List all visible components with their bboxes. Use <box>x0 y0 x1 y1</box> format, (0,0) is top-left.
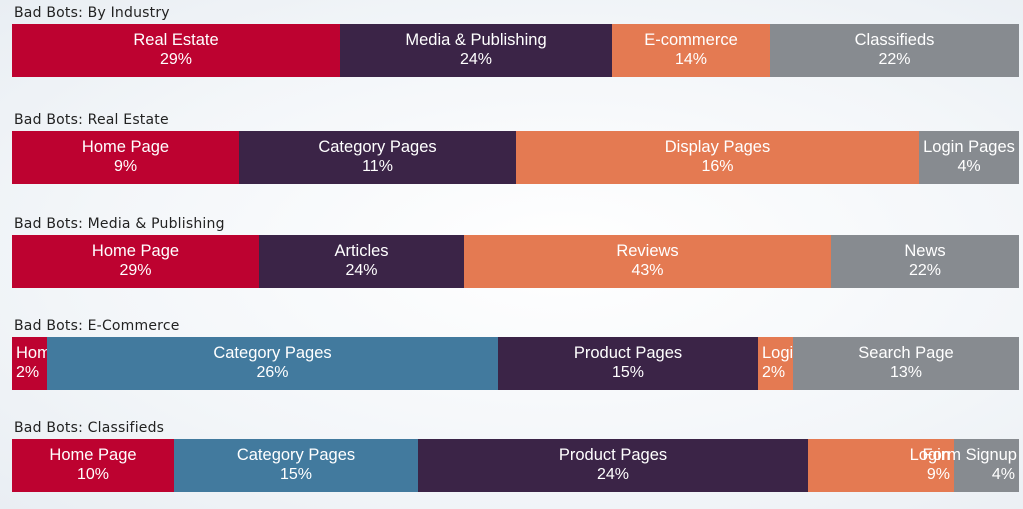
segment-value-label: 10% <box>76 466 110 483</box>
bar-segment: Product Pages 15% <box>498 337 758 390</box>
bar-segment: Reviews 43% <box>464 235 831 288</box>
chart-title: Bad Bots: Real Estate <box>14 112 169 128</box>
bar-segment: Media & Publishing 24% <box>340 24 612 77</box>
segment-label: Form Signup <box>922 446 1017 464</box>
segment-value-label: 26% <box>256 364 289 381</box>
segment-label: Category Pages <box>213 344 332 362</box>
segment-value-label: 13% <box>889 364 923 381</box>
stacked-bar: Real Estate 29% Media & Publishing 24% E-com… <box>12 24 1019 77</box>
chart-title: Bad Bots: E-Commerce <box>14 318 180 334</box>
segment-value-label: 24% <box>596 466 630 483</box>
bar-segment: Category Pages 11% <box>239 131 516 184</box>
segment-label: Reviews <box>616 242 679 260</box>
segment-label: Media & Publishing <box>405 31 547 49</box>
segment-value-label: 9% <box>926 466 950 483</box>
bar-segment: Home Page 9% <box>12 131 239 184</box>
chart-panel-classifieds: Bad Bots: Classifieds Home Page 10% Catego… <box>12 417 1019 492</box>
bar-segment: Login 9% <box>808 439 954 492</box>
bar-segment: E-commerce 14% <box>612 24 770 77</box>
segment-label: Login <box>909 446 950 464</box>
bar-segment: Category Pages 26% <box>47 337 498 390</box>
segment-label: Login Pages <box>923 138 1015 156</box>
bar-segment: News 22% <box>831 235 1019 288</box>
bar-segment: Search Page 13% <box>793 337 1019 390</box>
segment-label: Login <box>762 344 803 362</box>
stacked-bar: Home Page 29% Articles 24% Reviews 43% News 22% <box>12 235 1019 288</box>
segment-label: Category Pages <box>236 446 356 464</box>
bar-segment: Home Page 10% <box>12 439 174 492</box>
segment-label: Home Page <box>91 242 180 260</box>
bar-segment: Articles 24% <box>259 235 464 288</box>
bar-segment: Product Pages 24% <box>418 439 808 492</box>
segment-label: E-commerce <box>644 31 738 49</box>
segment-value-label: 11% <box>362 158 393 175</box>
chart-title: Bad Bots: Media & Publishing <box>14 216 225 232</box>
chart-panel-media-publishing: Bad Bots: Media & Publishing Home Page 29… <box>12 213 1019 288</box>
chart-title: Bad Bots: Classifieds <box>14 420 165 436</box>
segment-value-label: 9% <box>113 158 138 175</box>
segment-label: Category Pages <box>318 138 437 156</box>
segment-label: Real Estate <box>133 31 219 49</box>
segment-value-label: 43% <box>631 262 664 279</box>
segment-label: Classifieds <box>854 31 935 49</box>
segment-value-label: 4% <box>957 158 981 175</box>
segment-value-label: 2% <box>16 364 40 381</box>
bar-segment: Home Page 29% <box>12 235 259 288</box>
segment-value-label: 22% <box>878 51 911 68</box>
segment-value-label: 14% <box>674 51 708 68</box>
bar-segment: Form Signup 4% <box>923 439 1019 492</box>
segment-label: Home Page <box>81 138 170 156</box>
segment-value-label: 15% <box>279 466 313 483</box>
segment-label: Search Page <box>858 344 954 362</box>
segment-value-label: 2% <box>762 364 786 381</box>
chart-panel-e-commerce: Bad Bots: E-Commerce Home Page2%Category… <box>12 315 1019 390</box>
segment-value-label: 22% <box>908 262 942 279</box>
bar-segment: Classifieds 22% <box>770 24 1019 77</box>
chart-panel-by-industry: Bad Bots: By Industry Real Estate 29% Medi… <box>12 2 1019 77</box>
bar-segment: Login 2% <box>758 337 802 390</box>
segment-label: Product Pages <box>558 446 668 464</box>
stacked-bar: Home Page 10% Category Pages 15% Product Pag… <box>12 439 1019 492</box>
segment-value-label: 29% <box>119 262 152 279</box>
bar-segment: Real Estate 29% <box>12 24 340 77</box>
segment-label: Articles <box>334 242 389 260</box>
segment-value-label: 4% <box>991 466 1015 483</box>
chart-panel-real-estate: Bad Bots: Real Estate Home Page 9% Categor… <box>12 109 1019 184</box>
stacked-bar: Home Page 9% Category Pages 11% Display Page… <box>12 131 1019 184</box>
segment-label: Display Pages <box>664 138 771 156</box>
chart-title: Bad Bots: By Industry <box>14 5 170 21</box>
segment-value-label: 24% <box>459 51 493 68</box>
segment-value-label: 15% <box>611 364 645 381</box>
bar-segment: Category Pages 15% <box>174 439 418 492</box>
segment-value-label: 29% <box>159 51 193 68</box>
bar-segment: Login Pages 4% <box>919 131 1019 184</box>
segment-value-label: 16% <box>701 158 734 175</box>
segment-value-label: 24% <box>345 262 378 279</box>
segment-label: News <box>904 242 946 260</box>
segment-label: Product Pages <box>573 344 683 362</box>
bar-segment: Display Pages 16% <box>516 131 919 184</box>
segment-label: Home Page <box>49 446 137 464</box>
